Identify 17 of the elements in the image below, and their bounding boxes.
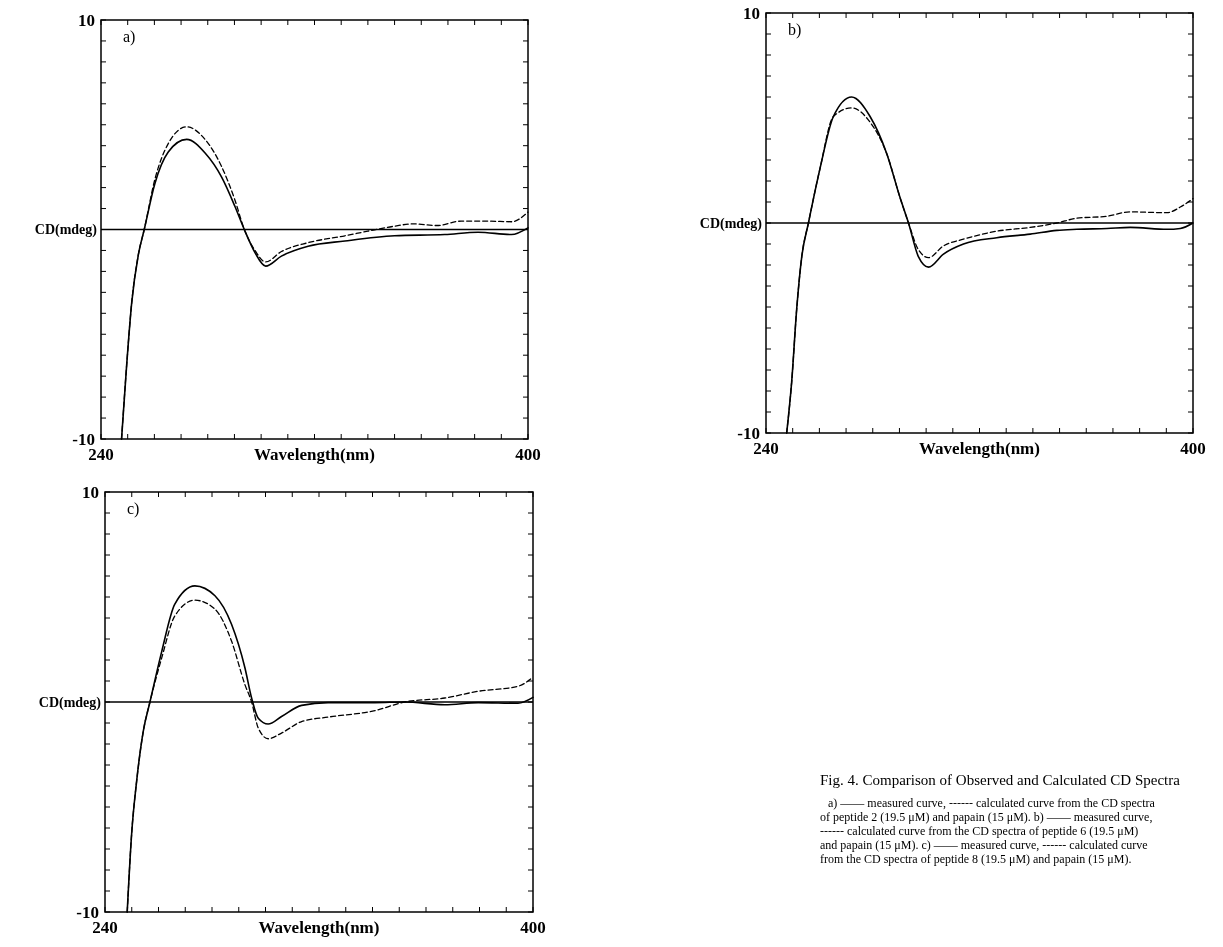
caption: Fig. 4. Comparison of Observed and Calculated CD Spectra bbox=[820, 772, 1181, 788]
annotation: c) bbox=[127, 500, 140, 518]
y-tick-label: 10 bbox=[743, 3, 760, 23]
y-axis-title: CD(mdeg) bbox=[699, 215, 763, 232]
x-tick-label: 400 bbox=[515, 445, 541, 464]
x-axis-title: Wavelength(nm) bbox=[919, 439, 1040, 458]
y-tick-label: 10 bbox=[82, 482, 99, 502]
x-tick-label: 400 bbox=[1180, 439, 1206, 458]
x-axis-title: Wavelength(nm) bbox=[258, 918, 380, 937]
annotation: a) bbox=[123, 28, 136, 46]
y-axis-title: CD(mdeg) bbox=[34, 222, 98, 239]
x-tick-label: 400 bbox=[520, 918, 546, 937]
y-axis-title: CD(mdeg) bbox=[38, 694, 102, 711]
x-axis-title: Wavelength(nm) bbox=[254, 445, 375, 464]
text: a) —— measured curve, ------ calculated curve from the CD spectra of peptide 2 (19.5 μM) and papain (15 μM). b) —— measured curve, ------ calculated curve from the CD spectra of peptide 6 (19.5 μM) and papain (15 μM). c) —— measured curve, ------ calculated curve from the CD spectra of peptide 8 (19.5 μM) and papain (15 μM). bbox=[820, 796, 1156, 866]
y-tick-label: 10 bbox=[78, 10, 95, 30]
annotation: b) bbox=[788, 21, 802, 39]
